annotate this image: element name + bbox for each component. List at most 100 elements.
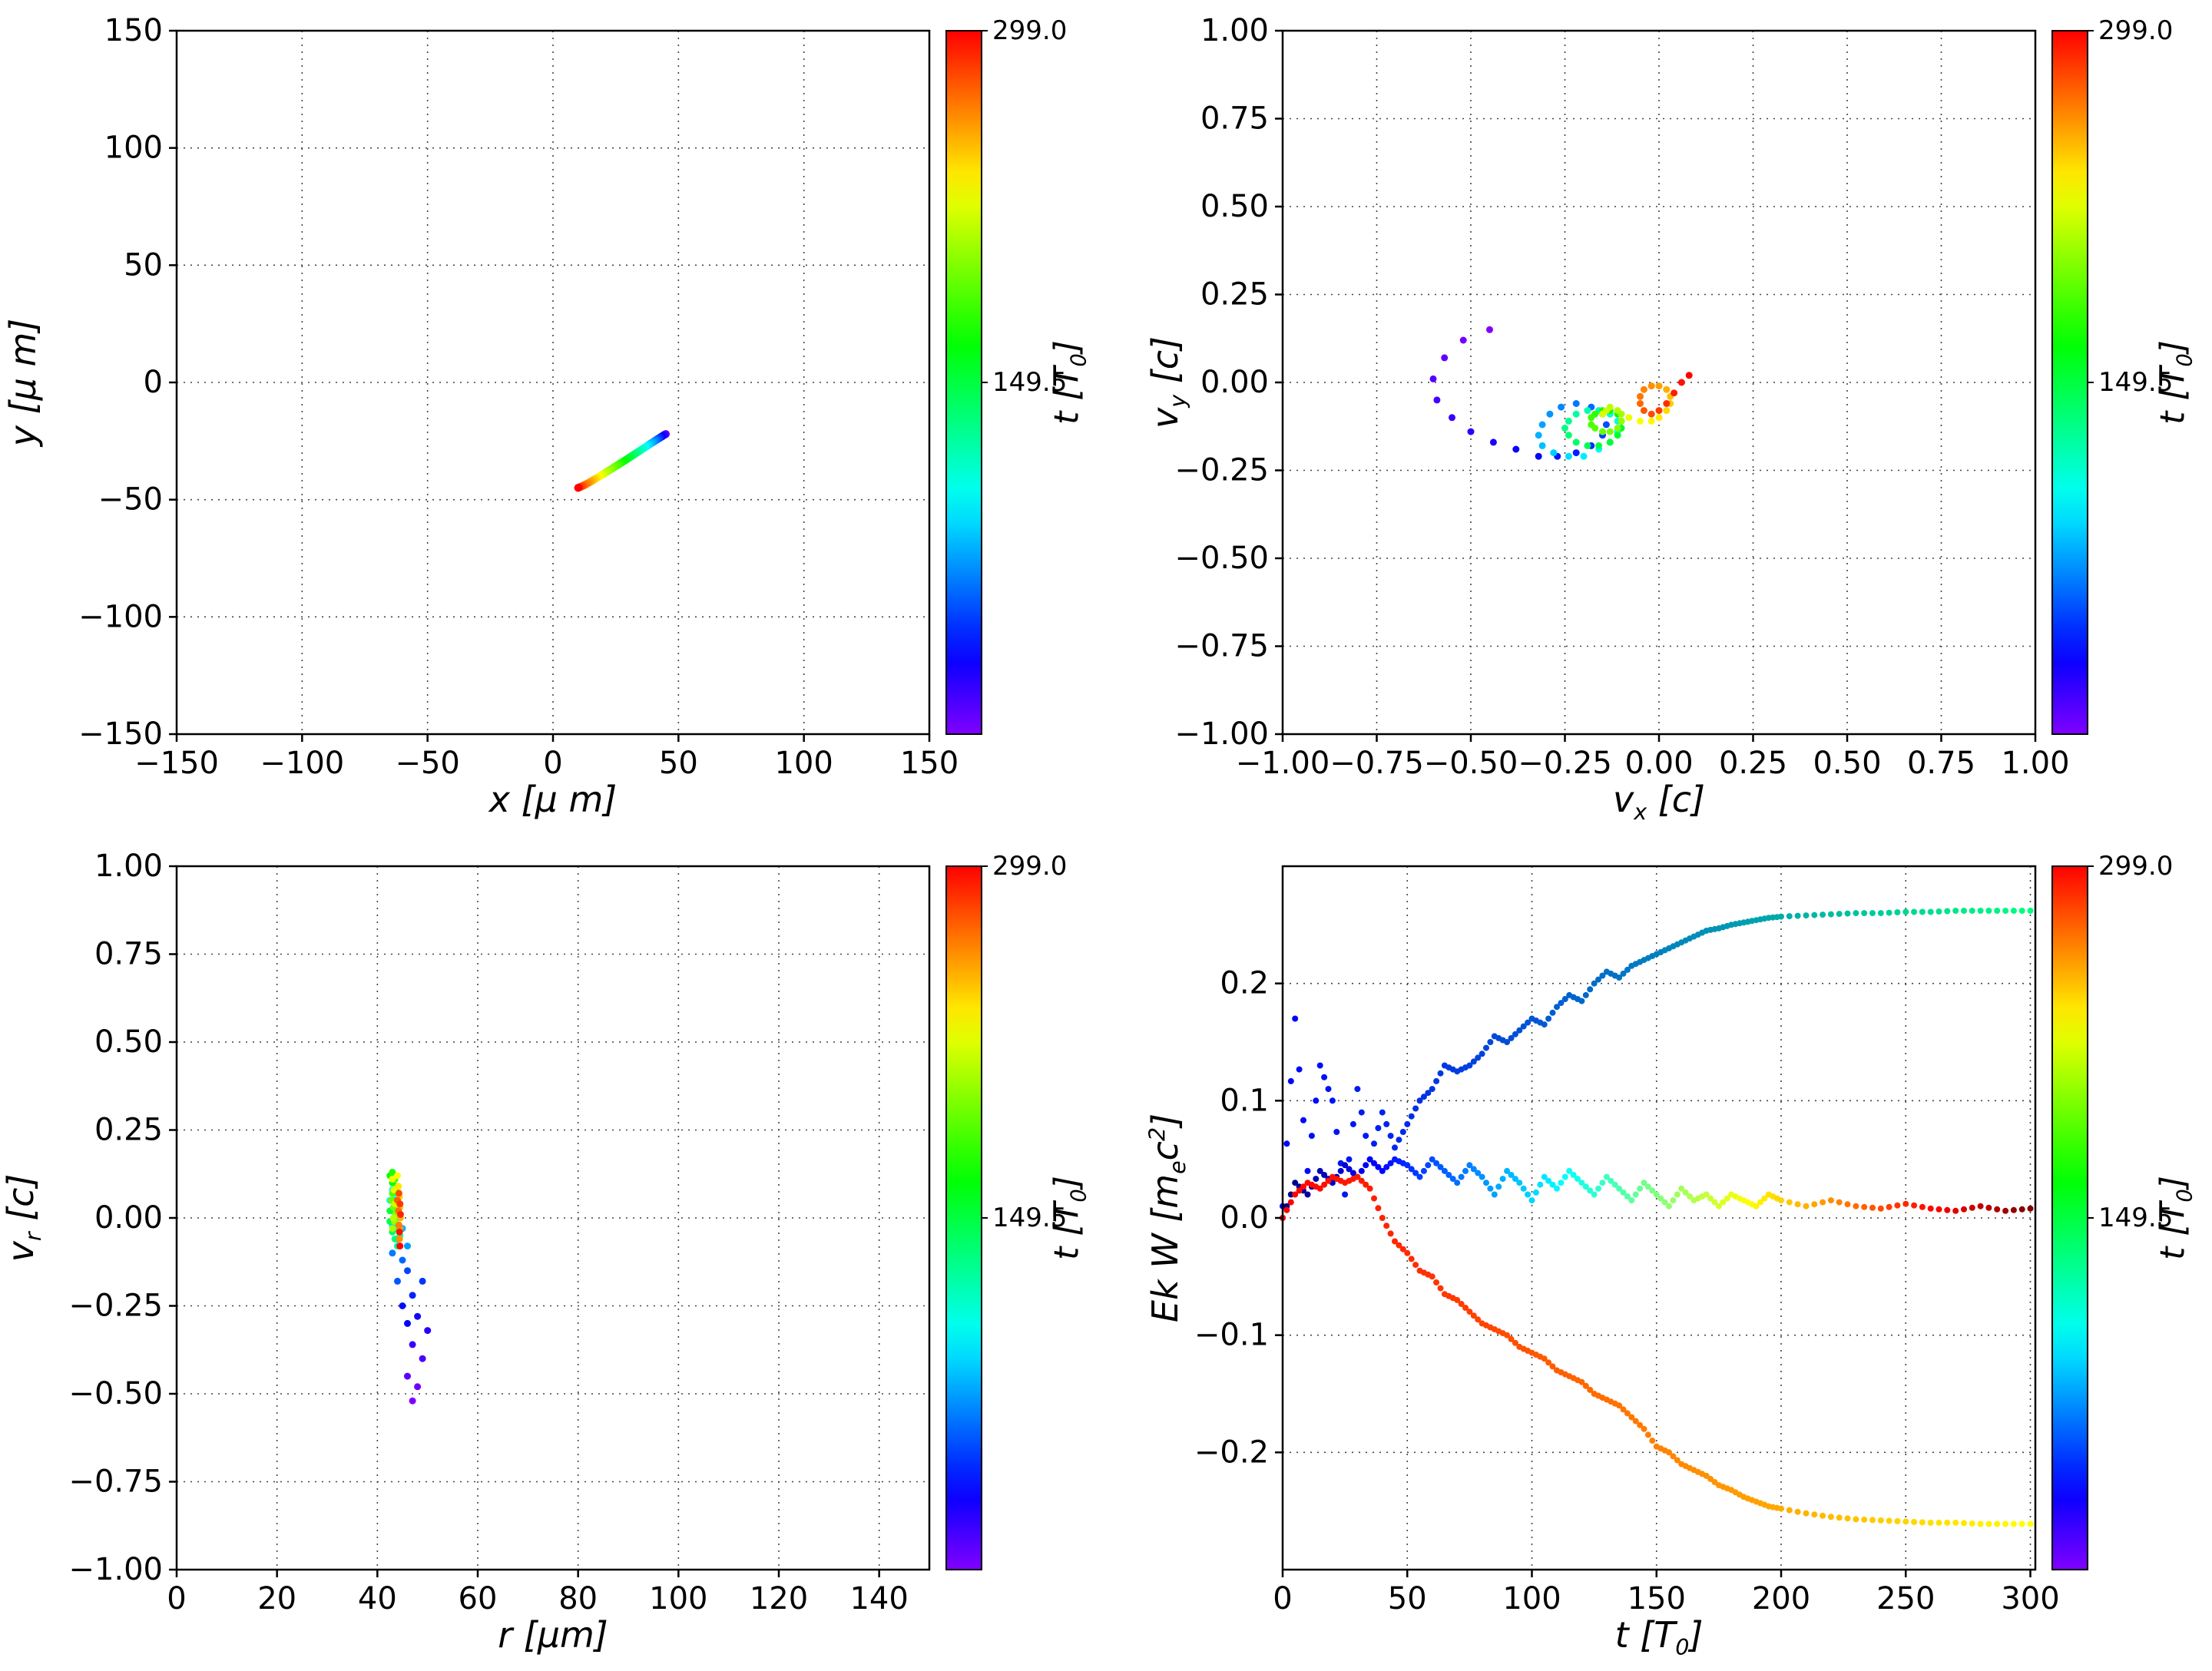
svg-text:0.75: 0.75: [1907, 746, 1975, 781]
svg-text:299.0: 299.0: [2098, 15, 2173, 46]
svg-text:−1.00: −1.00: [68, 1552, 163, 1587]
svg-text:100: 100: [104, 131, 163, 166]
axes-spines: [175, 29, 931, 736]
svg-text:149.5: 149.5: [2098, 1203, 2173, 1233]
svg-text:60: 60: [459, 1581, 498, 1616]
axes-spines: [1281, 29, 2037, 736]
svg-text:150: 150: [104, 13, 163, 48]
svg-text:−0.25: −0.25: [1174, 453, 1269, 488]
grid-lines: [1283, 866, 2035, 1570]
scatter-points: [1429, 326, 1693, 460]
svg-text:140: 140: [849, 1581, 908, 1616]
colorbar-gradient: [946, 31, 982, 734]
ekw-axes: 0 50 100 150 200 250 300 −0.2 −0.1 0.0 0.1 0.2 299.0…: [1194, 851, 2173, 1616]
svg-text:0.0: 0.0: [1220, 1200, 1269, 1236]
svg-text:40: 40: [358, 1581, 397, 1616]
colorbar-tick-labels: 299.0 149.5: [2088, 15, 2173, 398]
svg-text:100: 100: [774, 746, 833, 781]
ekw-y-axis-label: Ek W [mec2]: [1144, 1113, 1191, 1323]
svg-text:50: 50: [1388, 1581, 1427, 1616]
rvr-x-axis-label: r [μm]: [498, 1614, 608, 1656]
xy-axes: −150 −100 −50 0 50 100 150 −150 −100 −50 0 50 100 150…: [78, 13, 1067, 781]
rvr-axes: 0 20 40 60 80 100 120 140 −1.00 −0.75 −0.50 −0.25 0.…: [68, 849, 1067, 1616]
svg-text:0.25: 0.25: [94, 1113, 163, 1148]
svg-text:0.00: 0.00: [1624, 746, 1693, 781]
svg-text:50: 50: [659, 746, 698, 781]
svg-text:0.25: 0.25: [1719, 746, 1787, 781]
svg-text:1.00: 1.00: [94, 849, 163, 884]
scatter-points: [386, 1169, 432, 1405]
svg-text:0.50: 0.50: [1200, 189, 1269, 224]
svg-text:−0.75: −0.75: [1174, 629, 1269, 664]
svg-text:0: 0: [144, 365, 163, 400]
svg-text:−50: −50: [98, 482, 163, 518]
svg-text:−0.75: −0.75: [68, 1464, 163, 1500]
svg-text:120: 120: [750, 1581, 808, 1616]
svg-text:0.75: 0.75: [1200, 101, 1269, 137]
svg-text:300: 300: [2001, 1581, 2059, 1616]
svg-text:−150: −150: [78, 716, 163, 752]
colorbar-tick-labels: 299.0 149.5: [982, 851, 1067, 1233]
subplot-vxvy: −1.00 −0.75 −0.50 −0.25 0.00 0.25 0.50 0.75 1.00…: [1106, 0, 2212, 836]
colorbar-tick-labels: 299.0 149.5: [2088, 851, 2173, 1233]
tick-labels: −150 −100 −50 0 50 100 150 −150 −100 −50 0 50 100 150: [78, 13, 959, 781]
xy-colorbar-label: t [T0]: [1047, 340, 1091, 425]
svg-text:0: 0: [543, 746, 562, 781]
svg-text:20: 20: [257, 1581, 296, 1616]
svg-text:0.2: 0.2: [1220, 966, 1269, 1001]
colorbar-gradient: [2052, 31, 2088, 734]
vxvy-colorbar-label: t [T0]: [2153, 340, 2197, 425]
rvr-y-axis-label: vr [c]: [0, 1173, 47, 1262]
svg-text:200: 200: [1752, 1581, 1810, 1616]
rvr-colorbar-label: t [T0]: [1047, 1176, 1091, 1260]
scatter-points: [1280, 908, 2034, 1527]
svg-text:0.00: 0.00: [94, 1200, 163, 1236]
svg-text:−0.1: −0.1: [1194, 1318, 1269, 1353]
svg-text:299.0: 299.0: [992, 851, 1067, 882]
svg-text:150: 150: [900, 746, 959, 781]
xy-x-axis-label: x [μ m]: [488, 779, 618, 820]
svg-text:100: 100: [649, 1581, 707, 1616]
svg-text:−0.50: −0.50: [1174, 541, 1269, 576]
svg-text:0: 0: [167, 1581, 186, 1616]
tick-labels: −1.00 −0.75 −0.50 −0.25 0.00 0.25 0.50 0.75 1.00…: [1174, 13, 2069, 781]
svg-text:50: 50: [124, 247, 163, 283]
grid-lines: [1283, 31, 2035, 734]
svg-text:−100: −100: [260, 746, 344, 781]
svg-text:−0.50: −0.50: [1424, 746, 1518, 781]
grid-lines: [177, 31, 929, 734]
svg-text:−1.00: −1.00: [1236, 746, 1330, 781]
colorbar-gradient: [946, 866, 982, 1570]
svg-text:−0.75: −0.75: [1330, 746, 1424, 781]
vxvy-axes: −1.00 −0.75 −0.50 −0.25 0.00 0.25 0.50 0.75 1.00…: [1174, 13, 2173, 781]
svg-text:0.75: 0.75: [94, 937, 163, 972]
svg-text:250: 250: [1876, 1581, 1935, 1616]
svg-text:0.50: 0.50: [1813, 746, 1881, 781]
svg-text:0: 0: [1273, 1581, 1292, 1616]
svg-text:0.00: 0.00: [1200, 365, 1269, 400]
subplot-rvr: 0 20 40 60 80 100 120 140 −1.00 −0.75 −0.50 −0.25 0.…: [0, 836, 1106, 1671]
svg-text:80: 80: [558, 1581, 598, 1616]
svg-text:0.25: 0.25: [1200, 277, 1269, 313]
svg-text:−0.50: −0.50: [68, 1376, 163, 1411]
svg-text:1.00: 1.00: [1200, 13, 1269, 48]
subplot-ekw: 0 50 100 150 200 250 300 −0.2 −0.1 0.0 0.1 0.2 299.0…: [1106, 836, 2212, 1671]
svg-text:−0.25: −0.25: [1518, 746, 1612, 781]
svg-text:−0.25: −0.25: [68, 1289, 163, 1324]
colorbar-tick-labels: 299.0 149.5: [982, 15, 1067, 398]
axes-spines: [1281, 865, 2037, 1571]
svg-text:149.5: 149.5: [992, 1203, 1067, 1233]
svg-text:100: 100: [1502, 1581, 1561, 1616]
svg-text:150: 150: [1628, 1581, 1686, 1616]
svg-text:−1.00: −1.00: [1174, 716, 1269, 752]
svg-text:−150: −150: [134, 746, 219, 781]
svg-text:−0.2: −0.2: [1194, 1434, 1269, 1470]
svg-text:0.50: 0.50: [94, 1024, 163, 1060]
colorbar-gradient: [2052, 866, 2088, 1570]
svg-text:−100: −100: [78, 599, 163, 634]
ekw-x-axis-label: t [T0]: [1614, 1614, 1704, 1661]
svg-text:299.0: 299.0: [992, 15, 1067, 46]
vxvy-x-axis-label: vx [c]: [1613, 779, 1705, 826]
vxvy-y-axis-label: vy [c]: [1144, 336, 1191, 429]
